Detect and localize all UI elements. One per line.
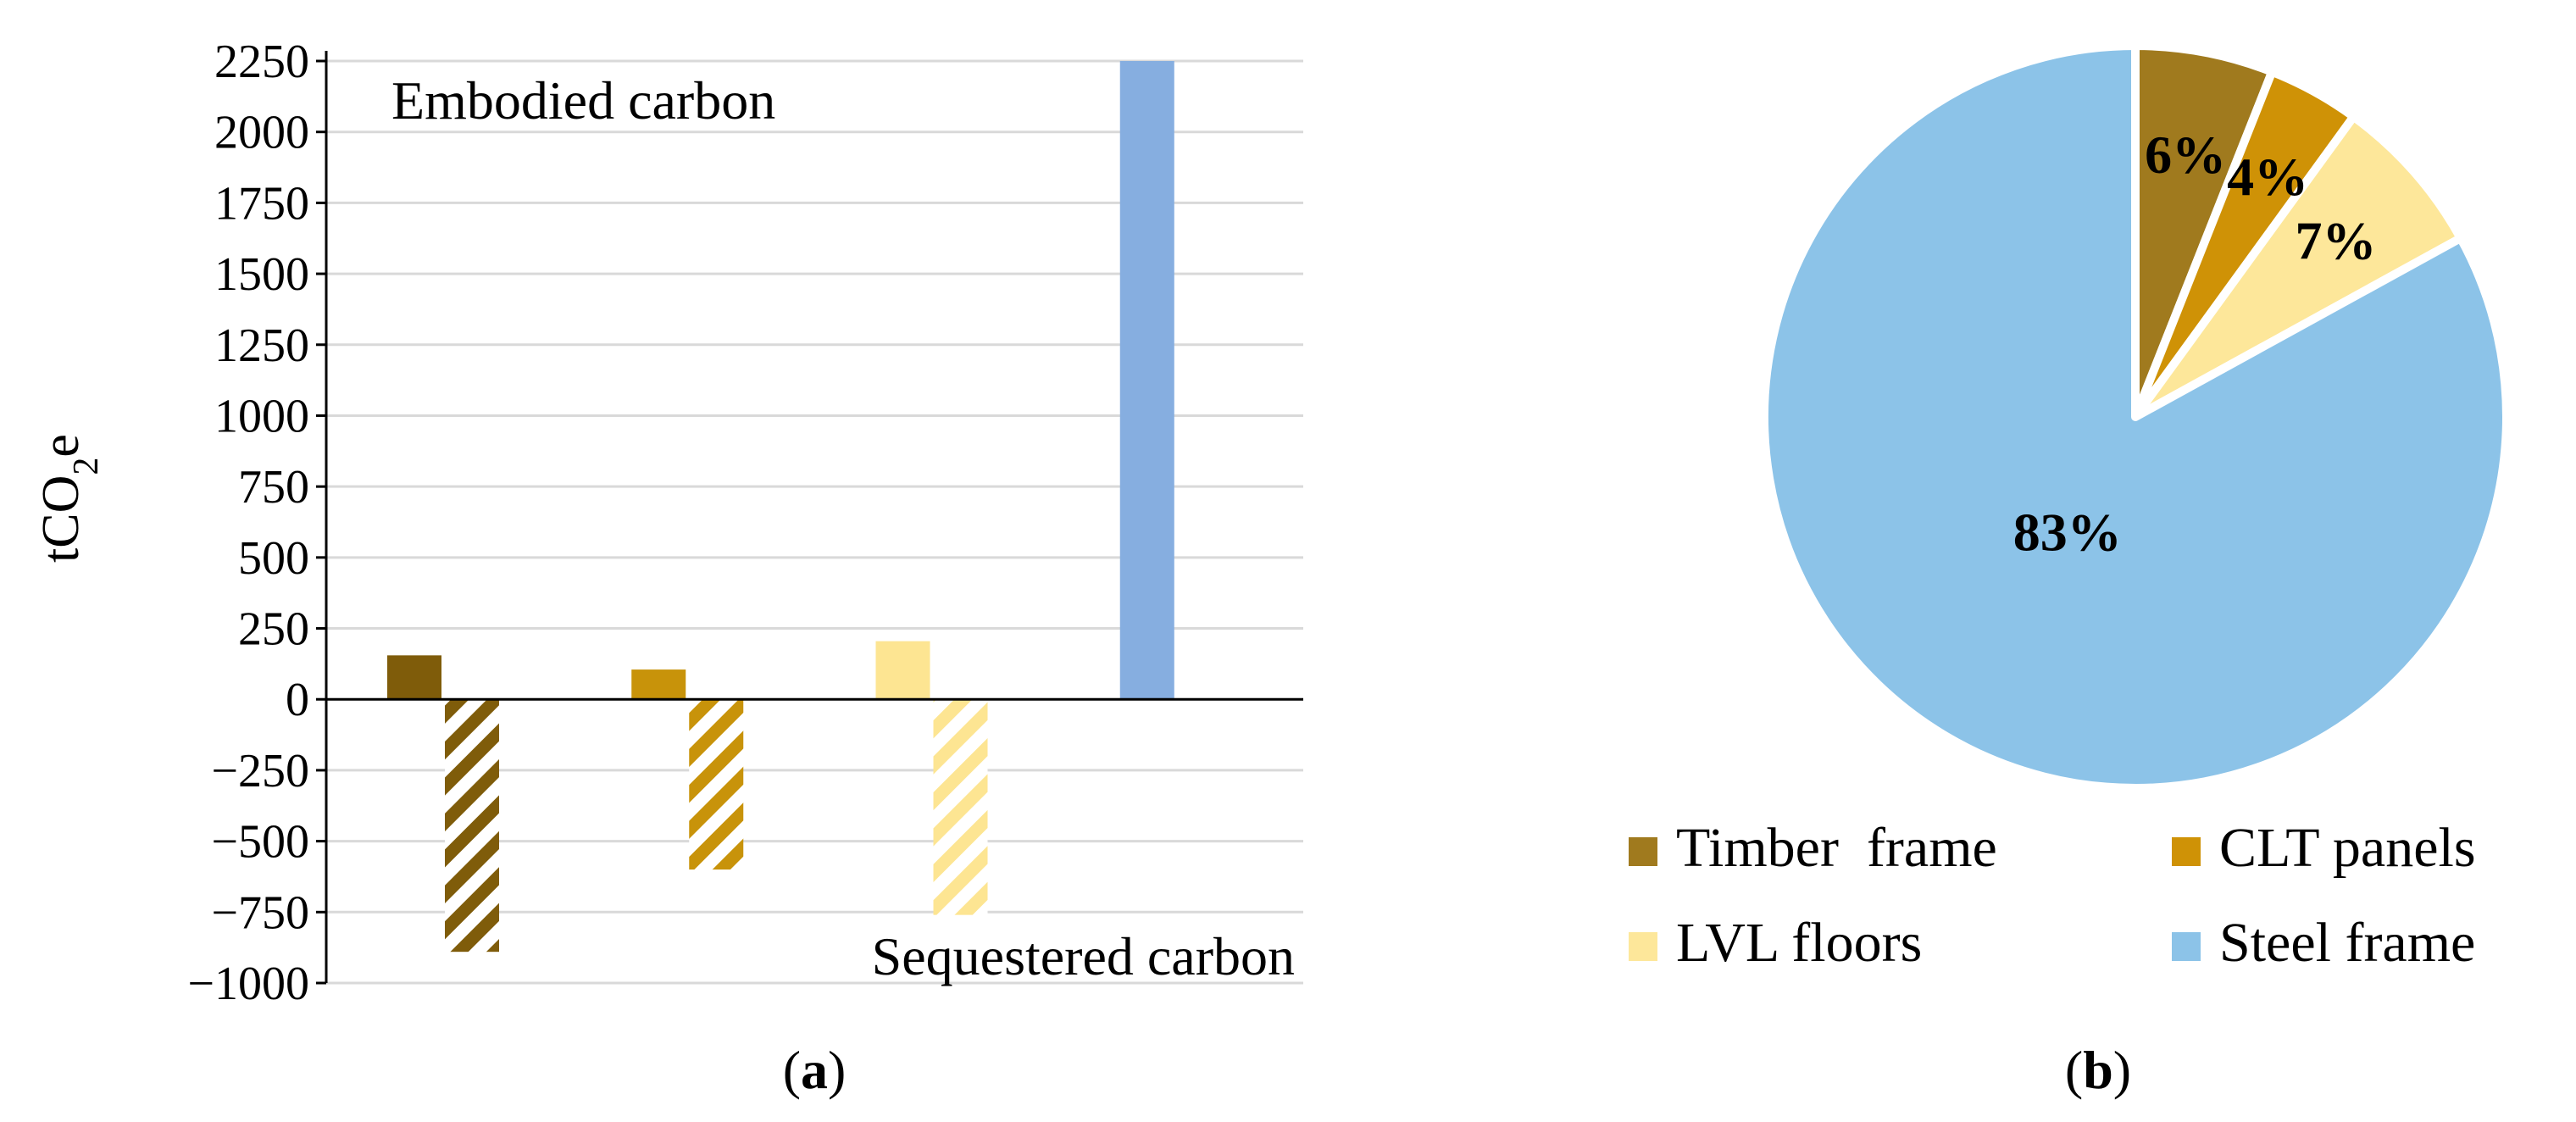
caption-a: (a) [783, 1040, 847, 1100]
legend-swatch [1629, 837, 1657, 866]
pie-slices [1760, 42, 2511, 792]
legend-swatch [1629, 932, 1657, 961]
sequestered-carbon-annotation: Sequestered carbon [872, 926, 1295, 986]
y-axis-title-suffix: e [32, 434, 90, 458]
y-axis-title-main: tCO [32, 475, 90, 563]
sequestered-bar-lvl-floors [933, 699, 988, 915]
y-tick-label: 500 [238, 532, 309, 585]
pie-value-label: 83% [2013, 503, 2122, 563]
y-tick-label: −250 [211, 745, 309, 797]
sequestered-bar-clt-panels [689, 699, 744, 870]
legend-label: CLT panels [2219, 817, 2476, 879]
bar-y-tick-labels: 2250 2000 1750 1500 1250 1000 750 500 250 0 −250 −5… [187, 36, 326, 1010]
y-tick-label: 1750 [214, 177, 309, 230]
y-tick-label: 1500 [214, 248, 309, 301]
bar-y-axis-title: tCO2e [32, 434, 106, 563]
embodied-bar-lvl-floors [875, 641, 930, 700]
bar-chart-panel: 2250 2000 1750 1500 1250 1000 750 500 250 0 −250 −5… [32, 36, 1303, 1010]
embodied-bar-clt-panels [631, 669, 686, 700]
y-tick-label: 2250 [214, 36, 309, 88]
pie-value-label: 4% [2227, 147, 2308, 207]
pie-value-labels: 6% 4%7% 83% [2013, 125, 2377, 562]
legend-swatch [2172, 837, 2201, 866]
pie-chart-panel: 6% 4%7% 83% Timber frame CLT panels LVL floo… [1629, 42, 2511, 974]
y-tick-label: −500 [211, 816, 309, 869]
caption-b: (b) [2065, 1040, 2131, 1100]
y-tick-label: 250 [238, 603, 309, 656]
pie-value-label: 6% [2145, 125, 2226, 185]
legend-swatch [2172, 932, 2201, 961]
y-tick-label: 1250 [214, 319, 309, 372]
legend-label: Steel frame [2219, 912, 2475, 974]
y-axis-title-subscript: 2 [67, 458, 106, 475]
pie-slice-steel-frame [1760, 42, 2511, 792]
y-tick-label: 2000 [214, 107, 309, 159]
y-tick-label: 750 [238, 461, 309, 514]
embodied-carbon-annotation: Embodied carbon [391, 70, 775, 131]
legend-label: Timber frame [1676, 817, 1997, 879]
bar-marks [387, 61, 1174, 953]
legend-label: LVL floors [1676, 912, 1922, 974]
y-tick-label: −1000 [187, 958, 309, 1010]
y-tick-label: 0 [286, 674, 309, 726]
pie-legend: Timber frame CLT panels LVL floors Steel fr… [1629, 817, 2476, 974]
y-tick-label: 1000 [214, 390, 309, 442]
pie-value-label: 7% [2296, 210, 2377, 270]
y-tick-label: −750 [211, 886, 309, 939]
pie-slice-lvl-floors [2131, 112, 2465, 421]
embodied-bar-steel-frame [1119, 61, 1174, 700]
embodied-bar-timber-frame [387, 655, 441, 700]
sequestered-bar-timber-frame [445, 699, 499, 953]
